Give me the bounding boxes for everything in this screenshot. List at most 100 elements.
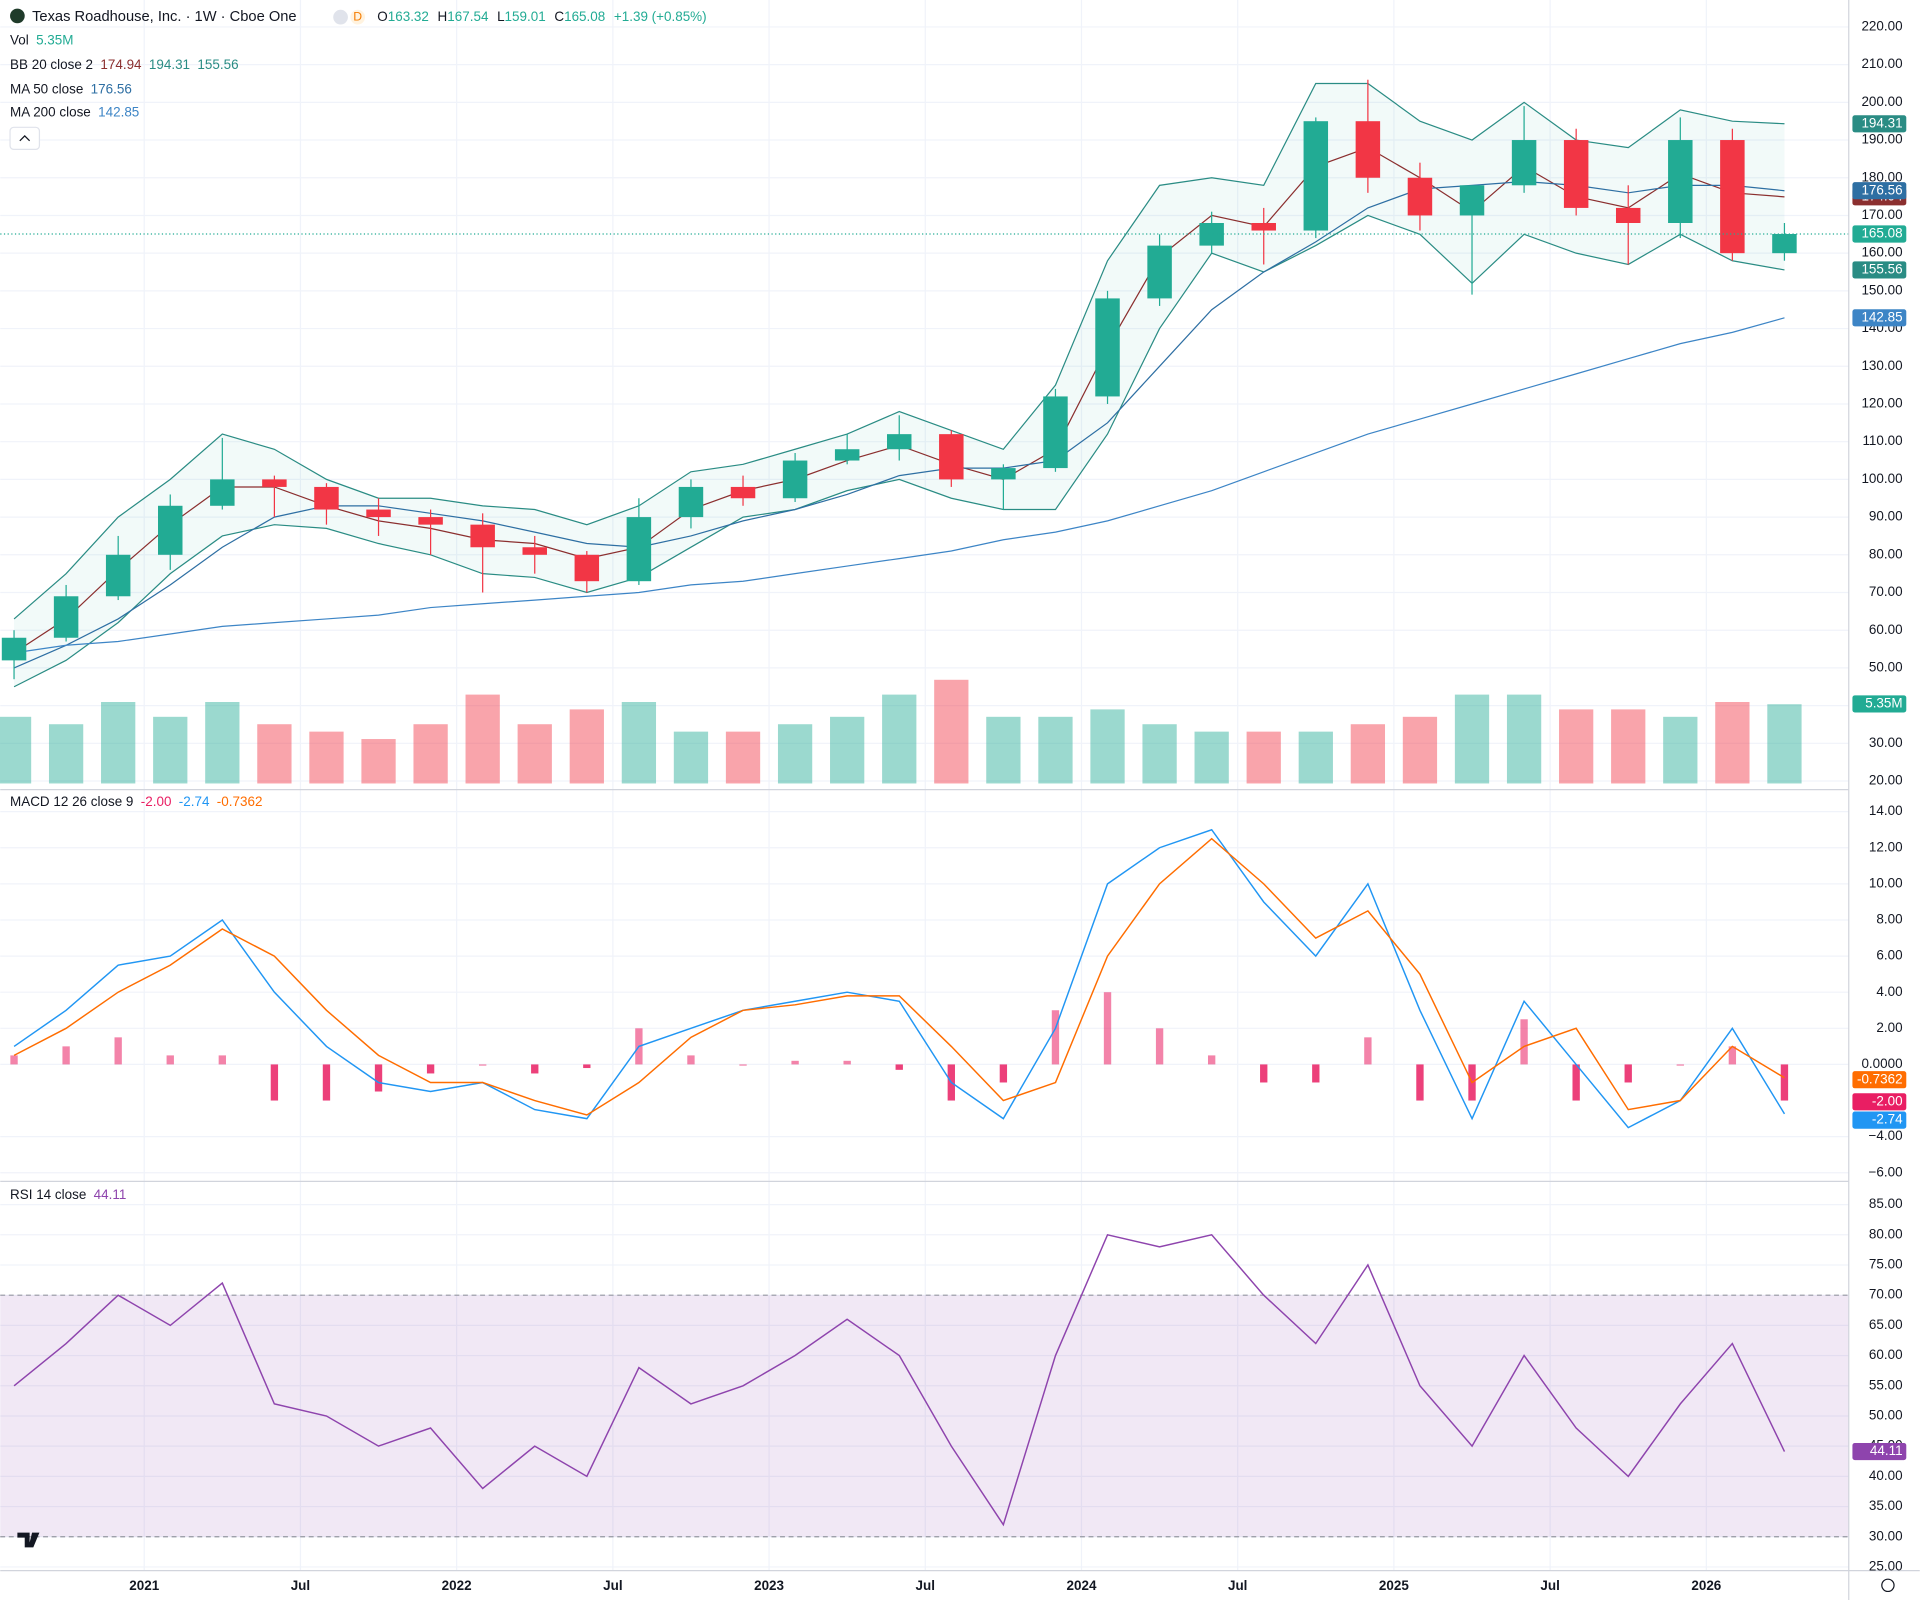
macd-histogram-bar — [1572, 1064, 1580, 1101]
y-tick-label: 130.00 — [1861, 358, 1902, 373]
price-tag-label: -2.74 — [1872, 1112, 1903, 1127]
macd-histogram-bar — [1624, 1064, 1632, 1083]
y-tick-label: 60.00 — [1869, 622, 1903, 637]
ohlc-label: C — [554, 9, 564, 24]
volume-bar — [986, 716, 1021, 784]
price-tag-label: 176.56 — [1861, 182, 1902, 197]
macd-histogram-bar — [1103, 992, 1112, 1065]
x-tick-label: Jul — [1540, 1578, 1559, 1593]
symbol-logo[interactable] — [10, 8, 25, 24]
badge: D — [353, 9, 362, 23]
indicator-legend: RSI 14 close 44.11 — [10, 1186, 126, 1201]
settings-button[interactable] — [1881, 1578, 1895, 1593]
indicator-legend: BB 20 close 2 174.94 194.31 155.56 — [10, 56, 239, 71]
volume-bar — [413, 724, 448, 784]
legend-name: BB 20 close 2 — [10, 56, 93, 71]
volume-bar — [777, 724, 813, 784]
price-tag — [1852, 1442, 1907, 1461]
candle-body — [574, 554, 600, 582]
y-tick-label: 120.00 — [1861, 396, 1902, 411]
macd-histogram-bar — [374, 1064, 383, 1092]
volume-bar — [153, 716, 188, 784]
price-tag-label: 142.85 — [1861, 309, 1902, 324]
legend-value: 174.94 — [100, 56, 142, 71]
macd-histogram-bar — [687, 1055, 695, 1065]
y-tick-label: 90.00 — [1869, 509, 1903, 524]
y-tick-label: −4.00 — [1869, 1128, 1903, 1143]
badge-bg — [350, 9, 366, 25]
x-tick-label: Jul — [1228, 1578, 1247, 1593]
y-tick-label: 4.00 — [1876, 984, 1902, 999]
price-tag — [1852, 225, 1907, 243]
y-tick-label: 220.00 — [1861, 18, 1902, 33]
ohlc-label: H — [438, 9, 448, 24]
y-tick-label: 14.00 — [1869, 803, 1903, 818]
candle-body — [626, 517, 652, 582]
candle-body — [834, 449, 860, 461]
macd-histogram-bar — [322, 1064, 331, 1101]
volume-bar — [1611, 709, 1646, 784]
macd-histogram-bar — [843, 1060, 851, 1065]
symbol-header[interactable]: Texas Roadhouse, Inc. · 1W · Cboe One — [32, 9, 297, 25]
symbol-title[interactable]: Texas Roadhouse, Inc. · 1W · Cboe One — [32, 9, 297, 25]
price-tag — [1852, 115, 1907, 133]
price-tag-label: 44.11 — [1870, 1443, 1903, 1458]
candle-body — [210, 479, 235, 506]
volume-bar — [621, 702, 657, 784]
volume-bar — [465, 694, 500, 784]
macd-histogram-bar — [166, 1055, 174, 1065]
y-tick-label: 0.0000 — [1861, 1056, 1902, 1071]
grid-layer — [0, 0, 1849, 1571]
legend-value: 194.31 — [149, 56, 190, 71]
y-tick-label: 25.00 — [1869, 1559, 1903, 1574]
rsi-line — [13, 1233, 1786, 1527]
candle-body — [1407, 177, 1433, 216]
signal-line — [13, 837, 1785, 1116]
y-tick-label: 100.00 — [1861, 471, 1902, 486]
macd-histogram-bar — [1260, 1064, 1268, 1083]
candle-body — [1303, 121, 1329, 231]
candle-body — [1147, 245, 1172, 299]
macd-histogram-bar — [10, 1055, 18, 1065]
x-tick-label: 2021 — [129, 1578, 159, 1593]
y-tick-label: 8.00 — [1876, 912, 1902, 927]
candle-body — [782, 460, 808, 499]
x-tick-label: 2024 — [1067, 1578, 1097, 1593]
volume-bar — [1559, 709, 1594, 784]
y-tick-label: 170.00 — [1861, 207, 1902, 222]
legend-value: 5.35M — [36, 32, 73, 47]
volume-bar — [101, 702, 136, 784]
y-tick-label: 60.00 — [1869, 1347, 1903, 1362]
candle-body — [1511, 140, 1537, 186]
y-tick-label: 50.00 — [1869, 1408, 1903, 1423]
volume-bar — [1454, 694, 1490, 784]
candle-body — [522, 547, 547, 555]
macd-histogram-bar — [1780, 1064, 1789, 1101]
y-tick-label: 200.00 — [1861, 94, 1902, 109]
candle-body — [1720, 140, 1745, 254]
y-tick-label: 70.00 — [1869, 1287, 1903, 1302]
labels-layer: 2021 Jul 2022 Jul 2023 Jul 2024 Jul 2025 Jul 2026 2… — [10, 18, 1907, 1593]
macd-histogram-bar — [1051, 1010, 1060, 1065]
x-tick-label: 2025 — [1379, 1578, 1409, 1593]
price-tag — [1852, 182, 1907, 200]
y-tick-label: 180.00 — [1861, 169, 1902, 184]
legend-value: -2.74 — [179, 793, 210, 808]
y-tick-label: 80.00 — [1869, 1226, 1903, 1241]
macd-histogram-bar — [270, 1064, 279, 1101]
candle-body — [53, 596, 79, 638]
y-tick-label: 65.00 — [1869, 1317, 1903, 1332]
x-tick-label: Jul — [603, 1578, 622, 1593]
macd-histogram-bar — [1416, 1064, 1424, 1101]
y-tick-label: 2.00 — [1876, 1020, 1902, 1035]
y-tick-label: 150.00 — [1861, 282, 1902, 297]
candle-body — [158, 505, 183, 555]
price-tag-label: 194.31 — [1861, 115, 1902, 130]
collapse-legend-button[interactable] — [9, 126, 41, 150]
candle-body — [1459, 185, 1485, 216]
legend-name: MA 50 close — [10, 81, 83, 96]
legend-value: -0.7362 — [217, 793, 263, 808]
candle-body — [262, 479, 287, 487]
legend-value: 142.85 — [98, 104, 139, 119]
indicator-line — [13, 82, 1785, 620]
